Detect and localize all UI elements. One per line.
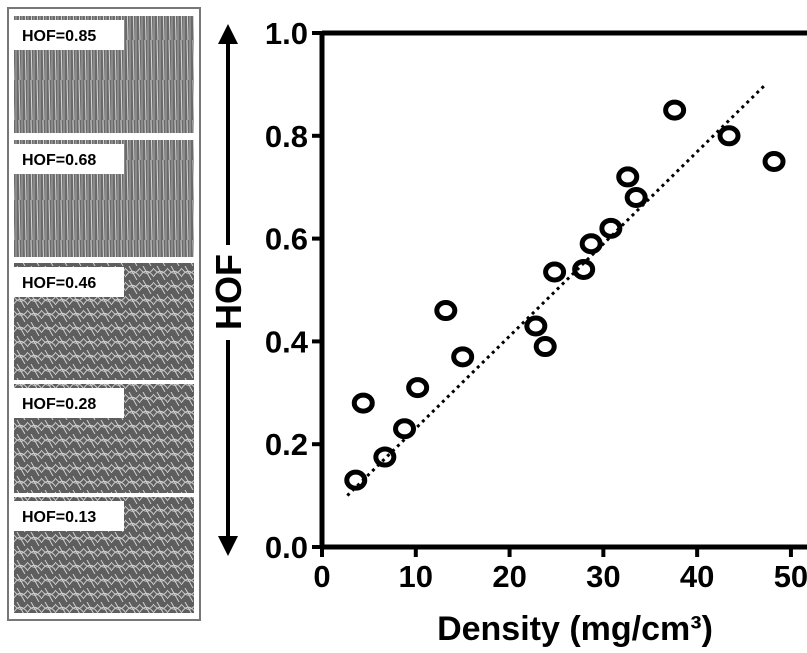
label-box	[14, 267, 124, 297]
data-point	[616, 166, 640, 188]
y-tick-label: 1.0	[265, 16, 308, 51]
data-point	[762, 151, 786, 172]
panel-label: HOF=0.46	[22, 275, 96, 292]
panel-label: HOF=0.68	[22, 152, 96, 169]
y-axis-label: HOF	[208, 254, 249, 330]
data-point	[543, 261, 567, 283]
x-tick-label: 50	[774, 559, 807, 594]
arrow-head	[218, 536, 238, 556]
y-tick-label: 0.8	[265, 119, 308, 154]
y-tick-label: 0.2	[265, 427, 308, 462]
label-box	[14, 20, 124, 50]
data-point	[717, 125, 741, 147]
data-point	[434, 300, 458, 322]
data-point	[579, 233, 603, 255]
panel-label: HOF=0.28	[22, 396, 96, 413]
label-box	[14, 388, 124, 418]
x-tick-label: 0	[313, 559, 330, 594]
data-point	[524, 315, 548, 337]
data-point	[451, 346, 475, 368]
x-tick-label: 10	[399, 559, 433, 594]
arrow-head	[218, 24, 238, 44]
x-tick-label: 40	[680, 559, 714, 594]
panel-label: HOF=0.85	[22, 28, 96, 45]
x-tick-label: 30	[586, 559, 620, 594]
label-box	[14, 501, 124, 531]
data-point	[663, 99, 687, 121]
panel-label: HOF=0.13	[22, 509, 96, 526]
data-point	[599, 217, 623, 239]
y-tick-label: 0.6	[265, 222, 308, 257]
data-point	[393, 418, 417, 440]
data-point	[533, 336, 557, 358]
y-tick-label: 0.0	[265, 530, 308, 565]
x-tick-label: 20	[492, 559, 526, 594]
data-point	[351, 392, 375, 414]
data-point	[344, 469, 368, 491]
data-point	[572, 258, 596, 280]
y-tick-label: 0.4	[265, 324, 309, 359]
x-axis-label: Density (mg/cm³)	[437, 610, 713, 648]
data-point	[406, 377, 430, 399]
label-box	[14, 144, 124, 174]
data-point	[624, 186, 648, 208]
data-point	[373, 446, 397, 468]
